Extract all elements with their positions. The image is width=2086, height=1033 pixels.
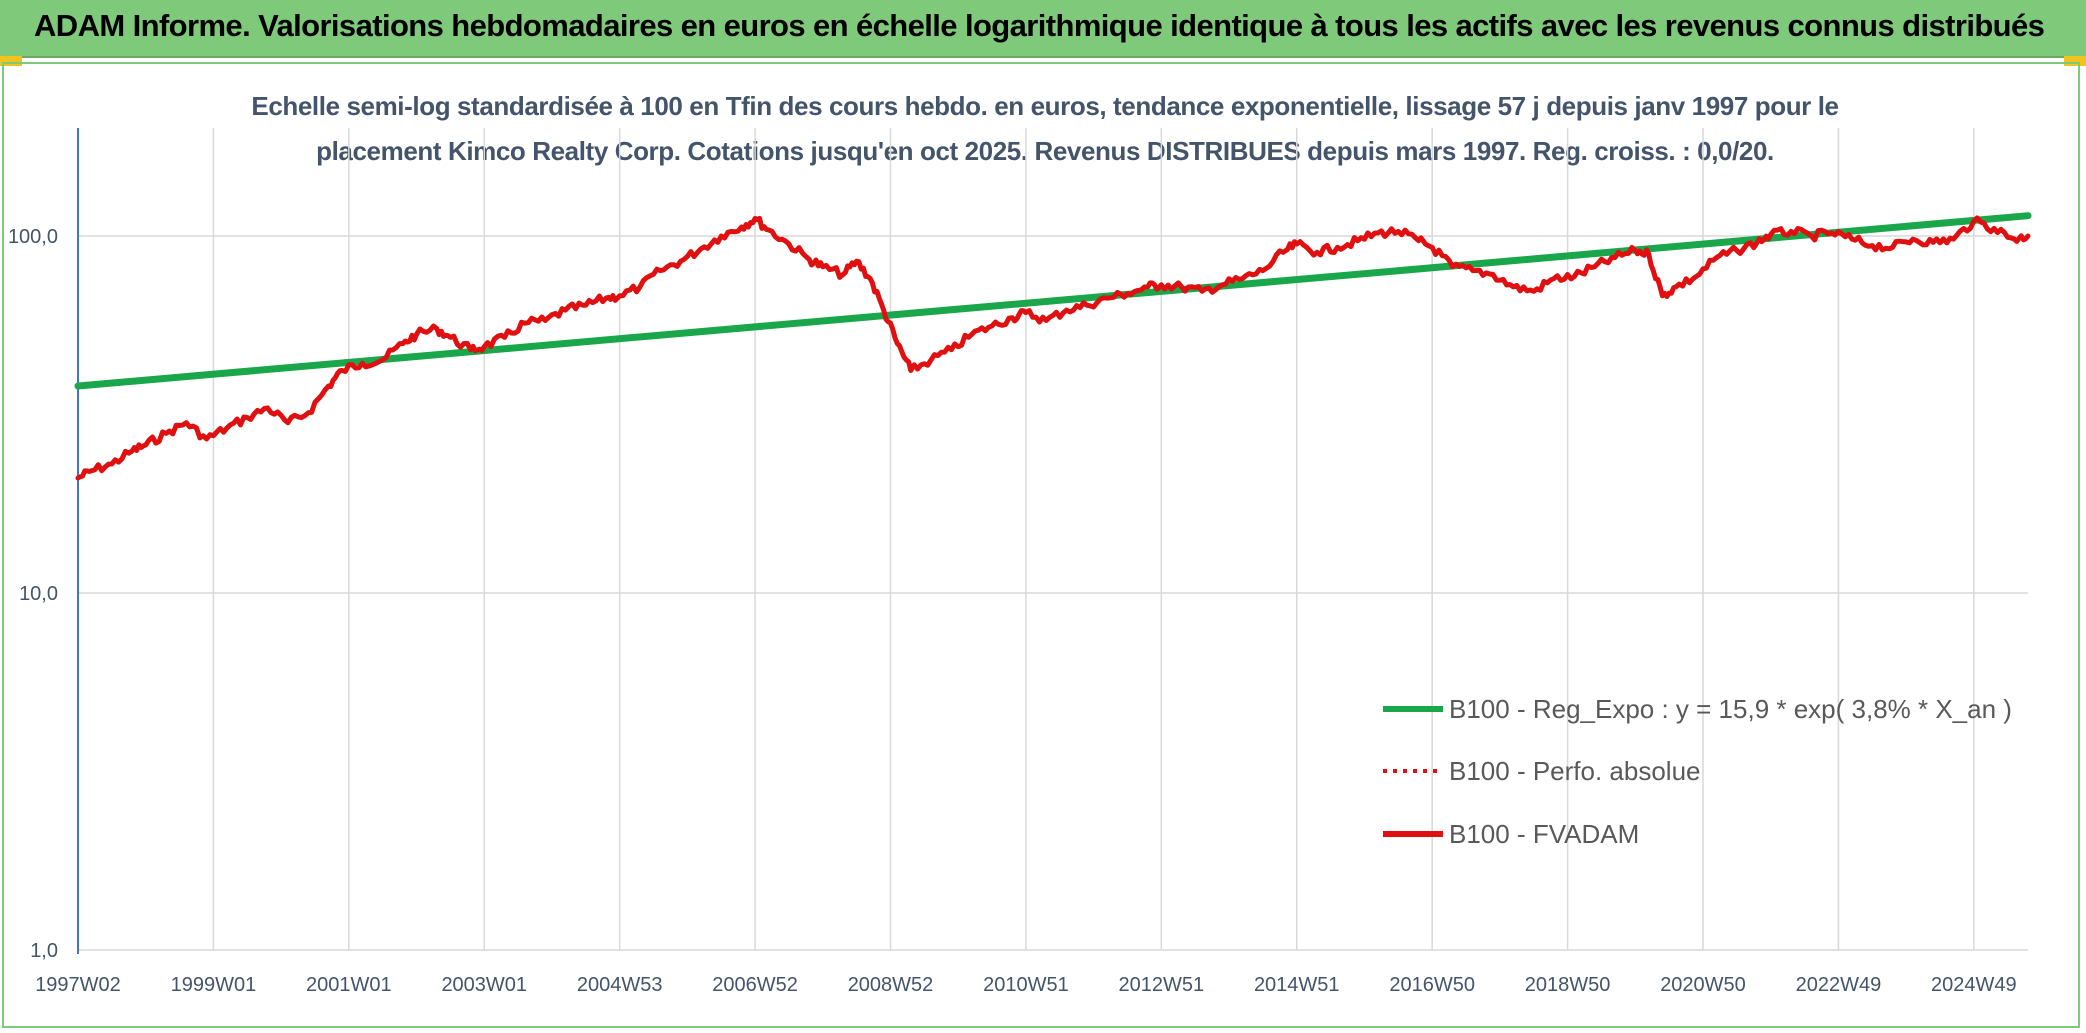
chart-title: Echelle semi-log standardisée à 100 en T…: [251, 91, 1839, 166]
x-tick-label: 2020W50: [1660, 974, 1746, 996]
regression-series-line: [74, 212, 2032, 390]
x-tick-label: 2024W49: [1931, 974, 2017, 996]
corner-marker-right: [2064, 56, 2086, 66]
x-tick-label: 2004W53: [577, 974, 663, 996]
chart-frame: [2, 62, 2080, 1028]
x-tick-label: 2010W51: [983, 974, 1069, 996]
x-tick-label: 2018W50: [1525, 974, 1611, 996]
legend-item-fvadam-label: B100 - FVADAM: [1449, 819, 1639, 849]
x-tick-label: 2006W52: [712, 974, 798, 996]
legend-item-regression-label: B100 - Reg_Expo : y = 15,9 * exp( 3,8% *…: [1449, 694, 2012, 724]
y-tick-label: 1,0: [30, 940, 58, 962]
x-tick-label: 2003W01: [441, 974, 527, 996]
x-tick-label: 2001W01: [306, 974, 392, 996]
y-tick-label: 100,0: [8, 226, 58, 248]
x-tick-label: 1999W01: [171, 974, 257, 996]
x-tick-label: 2014W51: [1254, 974, 1340, 996]
legend-item-perfo-label: B100 - Perfo. absolue: [1449, 756, 1701, 786]
report-title: ADAM Informe. Valorisations hebdomadaire…: [34, 8, 2045, 43]
y-tick-label: 10,0: [19, 583, 58, 605]
fvadam-series-line: [75, 215, 2031, 481]
x-tick-label: 2016W50: [1389, 974, 1475, 996]
x-tick-label: 1997W02: [35, 974, 121, 996]
corner-marker-left: [0, 56, 22, 66]
x-tick-label: 2022W49: [1796, 974, 1882, 996]
x-tick-label: 2012W51: [1119, 974, 1205, 996]
x-tick-label: 2008W52: [848, 974, 934, 996]
report-banner: ADAM Informe. Valorisations hebdomadaire…: [0, 0, 2086, 58]
